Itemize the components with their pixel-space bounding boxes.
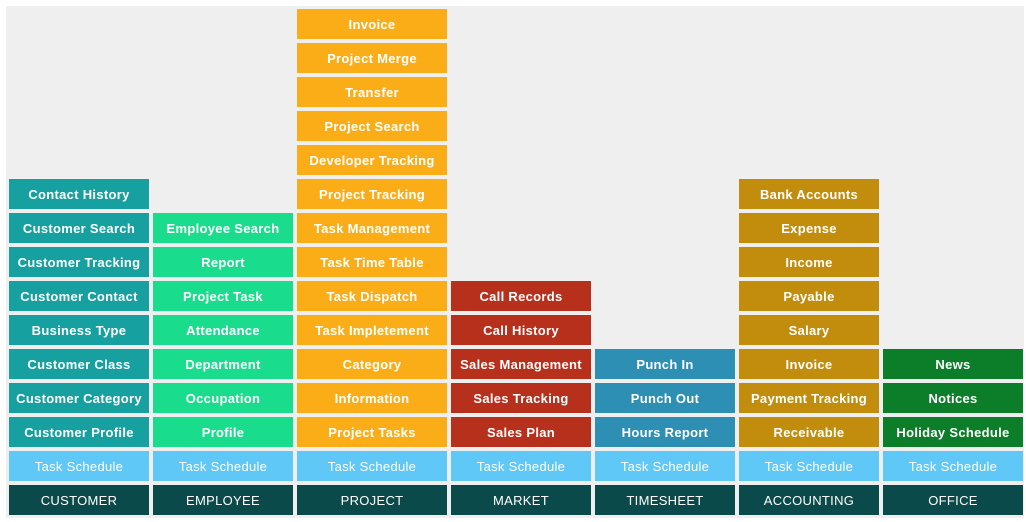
header-employee[interactable]: EMPLOYEE	[153, 485, 293, 515]
tile-business-type[interactable]: Business Type	[9, 315, 149, 345]
tile-customer-profile[interactable]: Customer Profile	[9, 417, 149, 447]
tile-market-task-schedule[interactable]: Task Schedule	[451, 451, 591, 481]
tile-invoice[interactable]: Invoice	[297, 9, 447, 39]
tile-transfer[interactable]: Transfer	[297, 77, 447, 107]
tile-employee-search[interactable]: Employee Search	[153, 213, 293, 243]
tile-news[interactable]: News	[883, 349, 1023, 379]
tile-contact-history[interactable]: Contact History	[9, 179, 149, 209]
tile-sales-tracking[interactable]: Sales Tracking	[451, 383, 591, 413]
tile-task-impletement[interactable]: Task Impletement	[297, 315, 447, 345]
module-board: Contact History Customer Search Customer…	[6, 6, 1024, 518]
tile-customer-class[interactable]: Customer Class	[9, 349, 149, 379]
header-timesheet[interactable]: TIMESHEET	[595, 485, 735, 515]
tile-customer-contact[interactable]: Customer Contact	[9, 281, 149, 311]
column-timesheet: Punch In Punch Out Hours Report Task Sch…	[595, 345, 735, 515]
tile-project-tracking[interactable]: Project Tracking	[297, 179, 447, 209]
tile-call-history[interactable]: Call History	[451, 315, 591, 345]
tile-information[interactable]: Information	[297, 383, 447, 413]
tile-sales-plan[interactable]: Sales Plan	[451, 417, 591, 447]
column-employee: Employee Search Report Project Task Atte…	[153, 209, 293, 515]
tile-customer-category[interactable]: Customer Category	[9, 383, 149, 413]
tile-project-task-schedule[interactable]: Task Schedule	[297, 451, 447, 481]
tile-task-management[interactable]: Task Management	[297, 213, 447, 243]
tile-accounting-task-schedule[interactable]: Task Schedule	[739, 451, 879, 481]
tile-accounting-invoice[interactable]: Invoice	[739, 349, 879, 379]
tile-customer-search[interactable]: Customer Search	[9, 213, 149, 243]
tile-project-task[interactable]: Project Task	[153, 281, 293, 311]
header-customer[interactable]: CUSTOMER	[9, 485, 149, 515]
tile-project-merge[interactable]: Project Merge	[297, 43, 447, 73]
header-accounting[interactable]: ACCOUNTING	[739, 485, 879, 515]
column-project: Invoice Project Merge Transfer Project S…	[297, 5, 447, 515]
tile-customer-tracking[interactable]: Customer Tracking	[9, 247, 149, 277]
column-office: News Notices Holiday Schedule Task Sched…	[883, 345, 1023, 515]
column-accounting: Bank Accounts Expense Income Payable Sal…	[739, 175, 879, 515]
tile-project-search[interactable]: Project Search	[297, 111, 447, 141]
tile-customer-task-schedule[interactable]: Task Schedule	[9, 451, 149, 481]
tile-notices[interactable]: Notices	[883, 383, 1023, 413]
tile-task-dispatch[interactable]: Task Dispatch	[297, 281, 447, 311]
tile-payable[interactable]: Payable	[739, 281, 879, 311]
tile-category[interactable]: Category	[297, 349, 447, 379]
tile-office-task-schedule[interactable]: Task Schedule	[883, 451, 1023, 481]
tile-call-records[interactable]: Call Records	[451, 281, 591, 311]
tile-developer-tracking[interactable]: Developer Tracking	[297, 145, 447, 175]
header-office[interactable]: OFFICE	[883, 485, 1023, 515]
tile-attendance[interactable]: Attendance	[153, 315, 293, 345]
tile-bank-accounts[interactable]: Bank Accounts	[739, 179, 879, 209]
tile-punch-out[interactable]: Punch Out	[595, 383, 735, 413]
tile-sales-management[interactable]: Sales Management	[451, 349, 591, 379]
tile-timesheet-task-schedule[interactable]: Task Schedule	[595, 451, 735, 481]
tile-report[interactable]: Report	[153, 247, 293, 277]
tile-salary[interactable]: Salary	[739, 315, 879, 345]
header-market[interactable]: MARKET	[451, 485, 591, 515]
tile-receivable[interactable]: Receivable	[739, 417, 879, 447]
tile-income[interactable]: Income	[739, 247, 879, 277]
column-market: Call Records Call History Sales Manageme…	[451, 277, 591, 515]
tile-profile[interactable]: Profile	[153, 417, 293, 447]
tile-department[interactable]: Department	[153, 349, 293, 379]
header-project[interactable]: PROJECT	[297, 485, 447, 515]
tile-holiday-schedule[interactable]: Holiday Schedule	[883, 417, 1023, 447]
tile-expense[interactable]: Expense	[739, 213, 879, 243]
tile-punch-in[interactable]: Punch In	[595, 349, 735, 379]
tile-hours-report[interactable]: Hours Report	[595, 417, 735, 447]
tile-project-tasks[interactable]: Project Tasks	[297, 417, 447, 447]
tile-occupation[interactable]: Occupation	[153, 383, 293, 413]
tile-payment-tracking[interactable]: Payment Tracking	[739, 383, 879, 413]
tile-employee-task-schedule[interactable]: Task Schedule	[153, 451, 293, 481]
tile-task-time-table[interactable]: Task Time Table	[297, 247, 447, 277]
column-customer: Contact History Customer Search Customer…	[9, 175, 149, 515]
